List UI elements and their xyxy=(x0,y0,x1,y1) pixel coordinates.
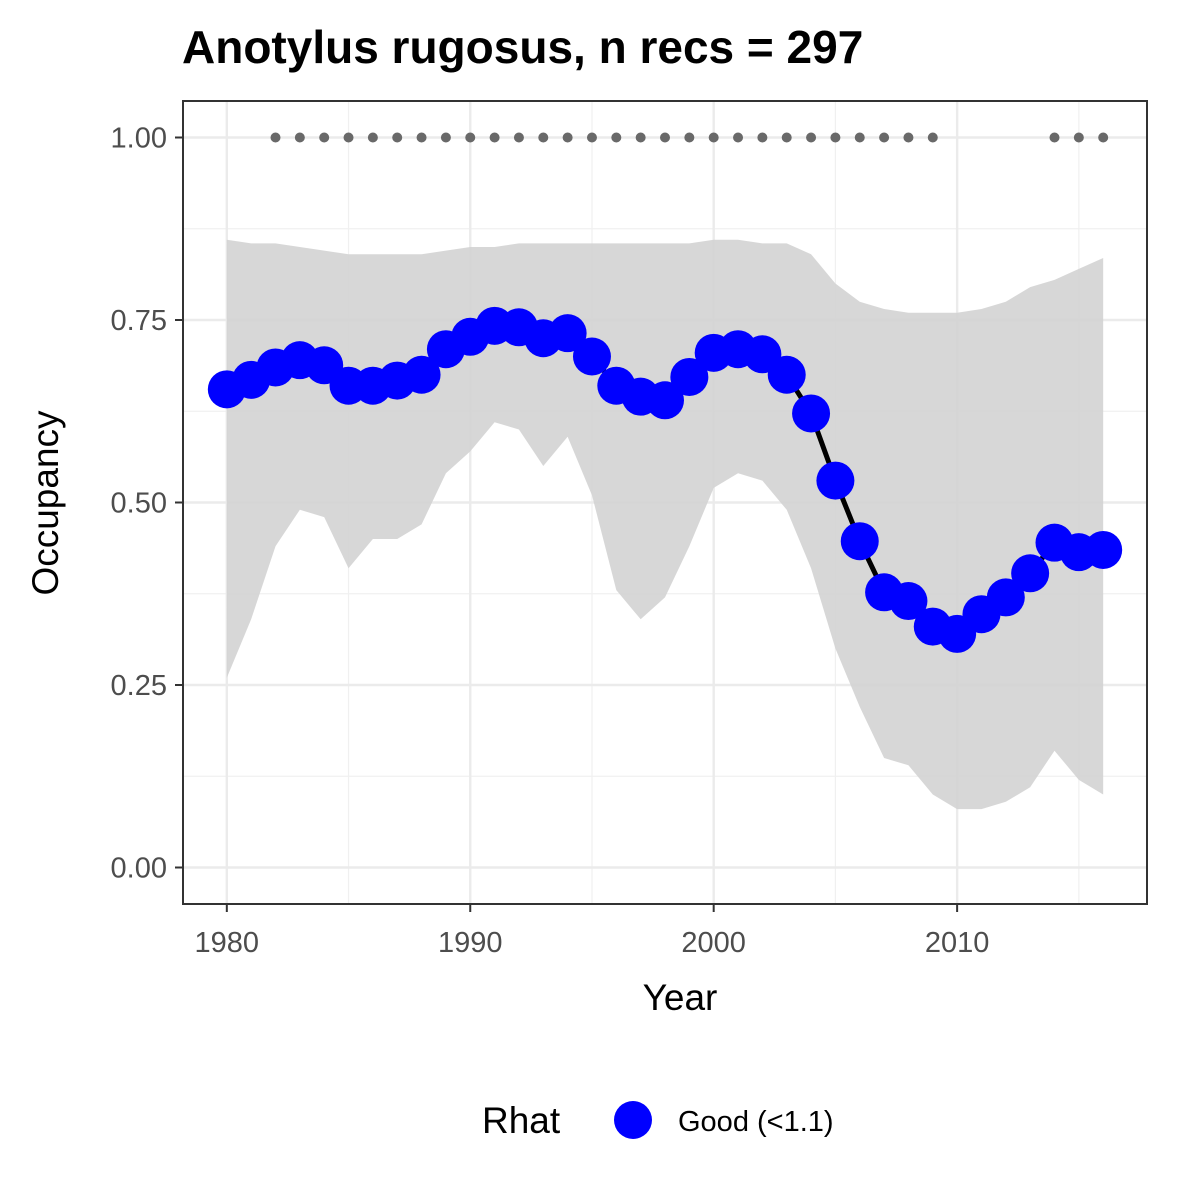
y-axis-title: Occupancy xyxy=(25,410,66,596)
x-tick-label: 2000 xyxy=(681,927,746,959)
chart-title: Anotylus rugosus, n recs = 297 xyxy=(182,21,863,73)
record-marker xyxy=(757,133,767,143)
occupancy-point xyxy=(1084,531,1122,569)
record-marker xyxy=(709,133,719,143)
record-marker xyxy=(319,133,329,143)
legend: Rhat Good (<1.1) xyxy=(482,1100,834,1141)
legend-swatch-good xyxy=(614,1101,652,1139)
occupancy-point xyxy=(816,462,854,500)
x-tick-label: 1990 xyxy=(438,927,503,959)
y-tick-label: 0.75 xyxy=(111,305,167,337)
occupancy-point xyxy=(1011,554,1049,592)
y-tick-label: 1.00 xyxy=(111,123,167,155)
y-tick-label: 0.00 xyxy=(111,853,167,885)
record-marker xyxy=(368,133,378,143)
record-marker xyxy=(587,133,597,143)
record-marker xyxy=(636,133,646,143)
occupancy-point xyxy=(792,394,830,432)
record-marker xyxy=(465,133,475,143)
record-marker xyxy=(733,133,743,143)
record-marker xyxy=(392,133,402,143)
record-marker xyxy=(490,133,500,143)
occupancy-point xyxy=(573,338,611,376)
record-marker xyxy=(1098,133,1108,143)
x-axis-ticks: 1980 1990 2000 2010 xyxy=(195,904,990,959)
x-tick-label: 2010 xyxy=(925,927,990,959)
record-marker xyxy=(1049,133,1059,143)
record-marker xyxy=(344,133,354,143)
record-marker xyxy=(684,133,694,143)
record-marker xyxy=(855,133,865,143)
record-marker xyxy=(295,133,305,143)
record-marker xyxy=(830,133,840,143)
record-marker xyxy=(928,133,938,143)
record-marker xyxy=(660,133,670,143)
record-marker xyxy=(879,133,889,143)
record-marker xyxy=(441,133,451,143)
x-axis-title: Year xyxy=(643,977,718,1018)
record-marker xyxy=(563,133,573,143)
legend-title: Rhat xyxy=(482,1100,561,1141)
record-marker xyxy=(806,133,816,143)
record-marker xyxy=(271,133,281,143)
y-tick-label: 0.50 xyxy=(111,488,167,520)
occupancy-point xyxy=(841,522,879,560)
record-marker xyxy=(611,133,621,143)
record-marker xyxy=(538,133,548,143)
record-marker xyxy=(514,133,524,143)
record-marker xyxy=(1074,133,1084,143)
y-tick-label: 0.25 xyxy=(111,670,167,702)
x-tick-label: 1980 xyxy=(195,927,260,959)
legend-label-good: Good (<1.1) xyxy=(678,1106,834,1138)
record-marker xyxy=(903,133,913,143)
occupancy-point xyxy=(768,356,806,394)
record-marker xyxy=(417,133,427,143)
record-marker xyxy=(782,133,792,143)
y-axis-ticks: 0.00 0.25 0.50 0.75 1.00 xyxy=(111,123,183,885)
